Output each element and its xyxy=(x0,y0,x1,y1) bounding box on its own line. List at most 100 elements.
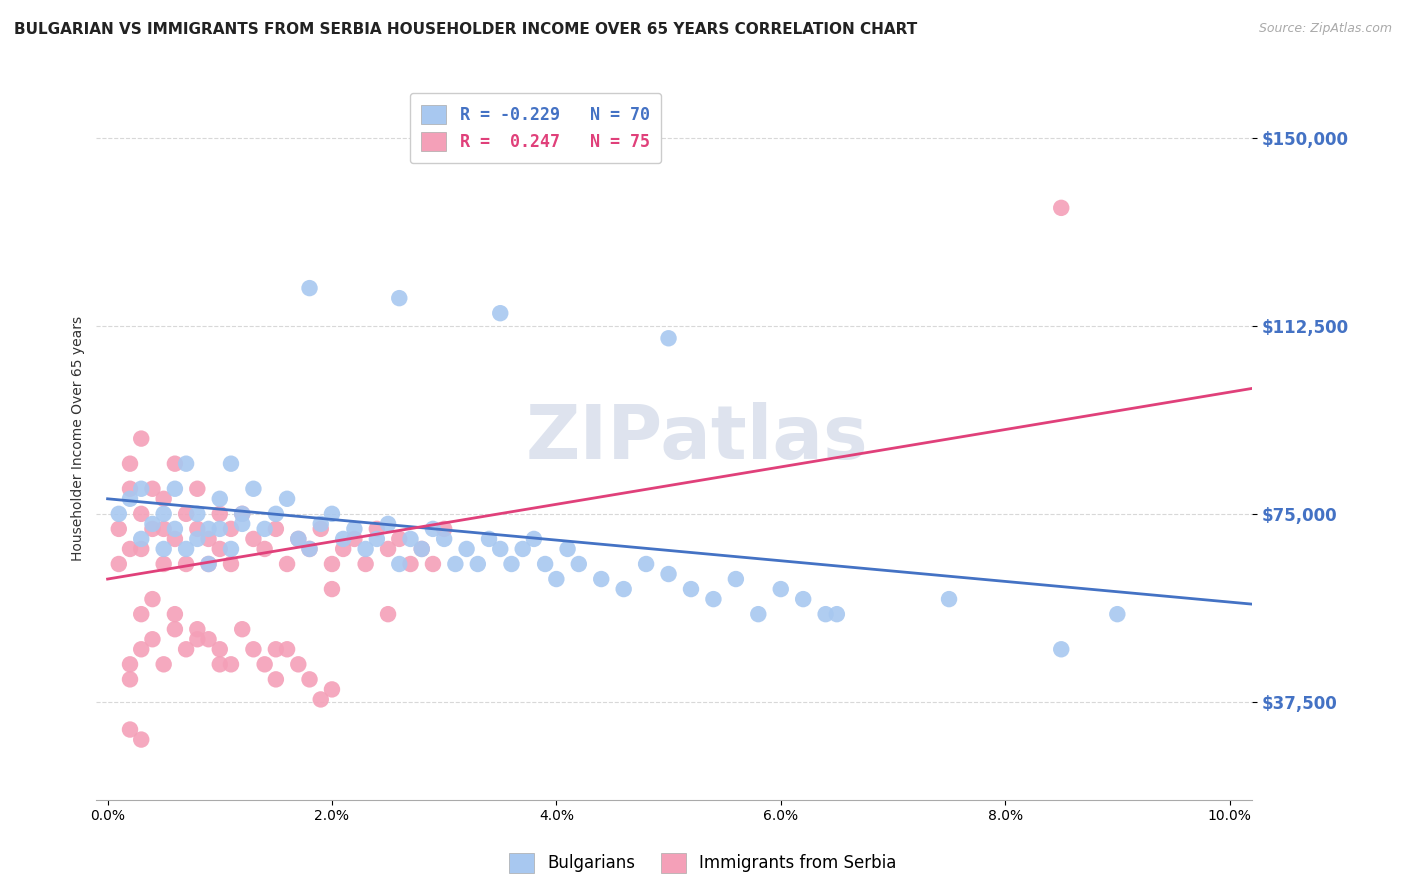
Point xyxy=(152,657,174,672)
Point xyxy=(152,522,174,536)
Point xyxy=(366,522,388,536)
Point xyxy=(489,306,512,320)
Point xyxy=(129,607,152,622)
Point xyxy=(174,507,197,521)
Point xyxy=(298,673,321,687)
Point xyxy=(792,592,814,607)
Point xyxy=(321,507,343,521)
Point xyxy=(163,482,186,496)
Point xyxy=(186,507,208,521)
Point xyxy=(298,541,321,556)
Point xyxy=(208,522,231,536)
Point xyxy=(186,622,208,636)
Point xyxy=(264,642,287,657)
Point xyxy=(163,457,186,471)
Point xyxy=(321,682,343,697)
Point xyxy=(287,532,309,546)
Point xyxy=(141,632,163,647)
Point xyxy=(107,522,129,536)
Point xyxy=(231,507,253,521)
Point xyxy=(118,657,141,672)
Point xyxy=(242,642,264,657)
Point xyxy=(186,632,208,647)
Point xyxy=(422,522,444,536)
Point xyxy=(197,557,219,571)
Point xyxy=(197,532,219,546)
Point xyxy=(557,541,579,556)
Point xyxy=(129,732,152,747)
Point xyxy=(208,642,231,657)
Point xyxy=(433,532,456,546)
Legend: R = -0.229   N = 70, R =  0.247   N = 75: R = -0.229 N = 70, R = 0.247 N = 75 xyxy=(409,93,661,163)
Point xyxy=(174,557,197,571)
Point xyxy=(141,522,163,536)
Point xyxy=(354,557,377,571)
Point xyxy=(377,541,399,556)
Point xyxy=(129,642,152,657)
Point xyxy=(253,522,276,536)
Point xyxy=(208,657,231,672)
Point xyxy=(501,557,523,571)
Point xyxy=(118,723,141,737)
Point xyxy=(769,582,792,596)
Point xyxy=(163,607,186,622)
Point xyxy=(747,607,769,622)
Point xyxy=(388,557,411,571)
Point xyxy=(411,541,433,556)
Point xyxy=(478,532,501,546)
Point xyxy=(568,557,591,571)
Point xyxy=(825,607,848,622)
Point xyxy=(208,491,231,506)
Point xyxy=(591,572,613,586)
Point xyxy=(129,532,152,546)
Legend: Bulgarians, Immigrants from Serbia: Bulgarians, Immigrants from Serbia xyxy=(503,847,903,880)
Point xyxy=(321,582,343,596)
Point xyxy=(118,541,141,556)
Point xyxy=(174,541,197,556)
Point xyxy=(534,557,557,571)
Point xyxy=(186,482,208,496)
Point xyxy=(231,622,253,636)
Point xyxy=(814,607,837,622)
Point xyxy=(231,507,253,521)
Point xyxy=(197,557,219,571)
Point xyxy=(264,673,287,687)
Point xyxy=(163,522,186,536)
Point xyxy=(219,541,242,556)
Point xyxy=(141,516,163,531)
Point xyxy=(702,592,724,607)
Point xyxy=(657,567,679,582)
Point xyxy=(186,522,208,536)
Point xyxy=(636,557,658,571)
Point xyxy=(118,482,141,496)
Point xyxy=(186,532,208,546)
Point xyxy=(343,522,366,536)
Point xyxy=(321,557,343,571)
Point xyxy=(546,572,568,586)
Point xyxy=(276,491,298,506)
Point xyxy=(388,291,411,305)
Point xyxy=(118,673,141,687)
Point xyxy=(679,582,702,596)
Point xyxy=(264,507,287,521)
Point xyxy=(332,541,354,556)
Point xyxy=(152,541,174,556)
Point xyxy=(219,457,242,471)
Point xyxy=(444,557,467,571)
Point xyxy=(163,622,186,636)
Point xyxy=(152,491,174,506)
Point xyxy=(411,541,433,556)
Point xyxy=(1050,642,1073,657)
Point xyxy=(422,557,444,571)
Point xyxy=(118,457,141,471)
Point xyxy=(129,432,152,446)
Point xyxy=(433,522,456,536)
Point xyxy=(309,516,332,531)
Point xyxy=(253,541,276,556)
Point xyxy=(163,532,186,546)
Point xyxy=(377,516,399,531)
Point xyxy=(174,642,197,657)
Point xyxy=(523,532,546,546)
Point xyxy=(1107,607,1129,622)
Point xyxy=(118,491,141,506)
